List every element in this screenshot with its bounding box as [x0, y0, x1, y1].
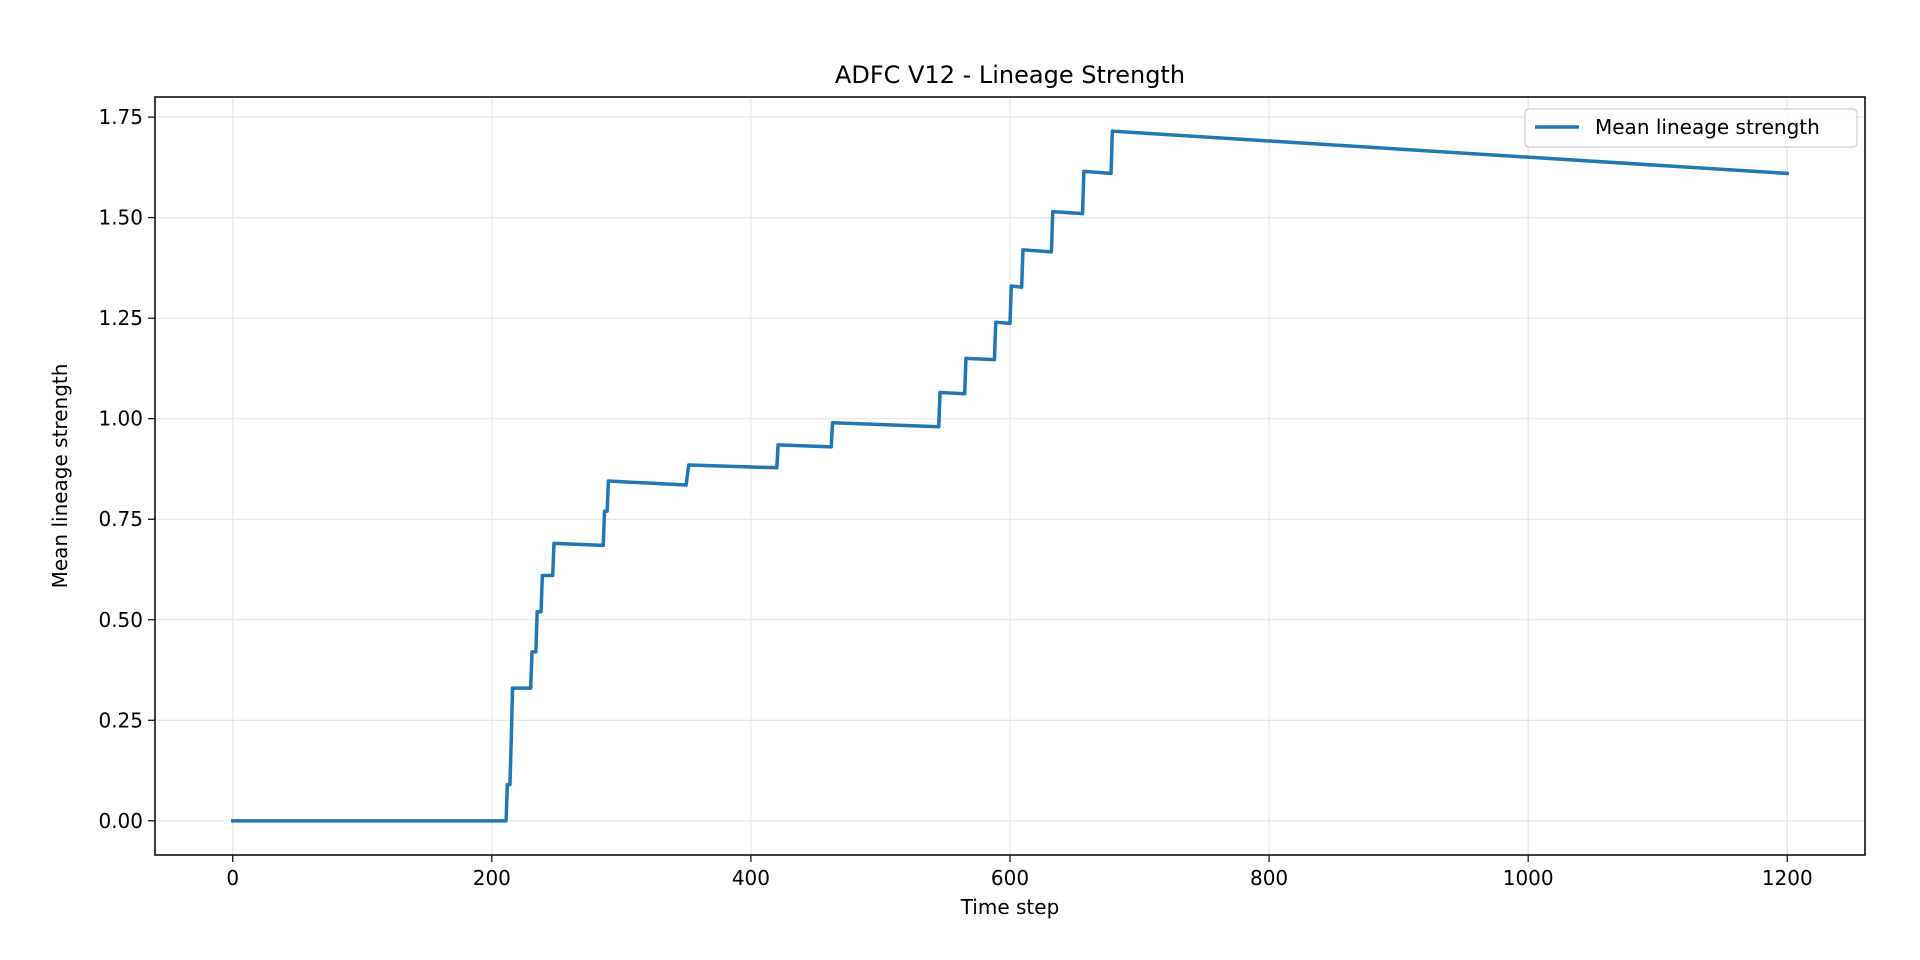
x-tick-label: 600: [991, 866, 1029, 890]
series-layer: [230, 129, 1790, 823]
y-tick-label: 0.50: [98, 608, 143, 632]
y-tick-label: 1.75: [98, 105, 143, 129]
y-tick-label: 0.00: [98, 809, 143, 833]
x-tick-label: 0: [226, 866, 239, 890]
chart-title: ADFC V12 - Lineage Strength: [835, 61, 1185, 89]
y-tick-label: 1.00: [98, 407, 143, 431]
x-tick-label: 1000: [1503, 866, 1554, 890]
x-axis-title: Time step: [960, 895, 1060, 919]
x-tick-label: 200: [473, 866, 511, 890]
x-tick-label: 800: [1250, 866, 1288, 890]
x-tick-label: 400: [732, 866, 770, 890]
legend-label: Mean lineage strength: [1595, 115, 1820, 139]
y-tick-label: 1.25: [98, 306, 143, 330]
series-line-mean-lineage-strength: [230, 129, 1790, 823]
y-tick-label: 0.25: [98, 708, 143, 732]
y-axis-title: Mean lineage strength: [48, 364, 72, 589]
legend-box: [1524, 108, 1858, 148]
axis-ticks: 0 200 400 600 800 1000 1200 0.00 0.25 0.50 0.75 1.0…: [98, 105, 1812, 890]
legend: Mean lineage strength: [1524, 108, 1858, 148]
y-tick-label: 0.75: [98, 507, 143, 531]
y-tick-label: 1.50: [98, 206, 143, 230]
x-tick-label: 1200: [1762, 866, 1813, 890]
